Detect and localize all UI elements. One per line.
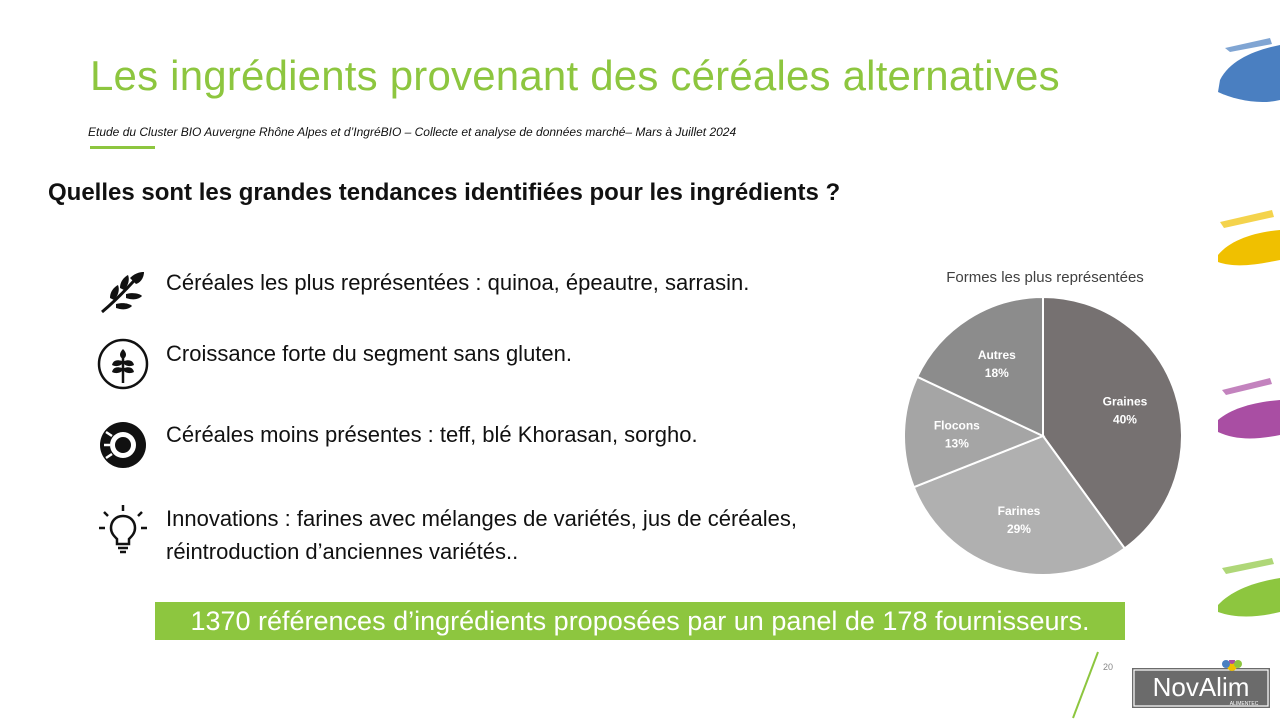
slide-title: Les ingrédients provenant des céréales a… [90,52,1060,99]
green-brush-stroke [1218,558,1280,617]
purple-brush-stroke [1218,378,1280,439]
bullet-text: Croissance forte du segment sans gluten. [166,341,573,366]
footer-divider-line [1072,651,1099,719]
lightbulb-icon [99,505,147,554]
bullet-item: Innovations : farines avec mélanges de v… [96,502,816,568]
pie-slice-graines [1042,295,1183,550]
title-underline [90,146,155,149]
pie-chart: Formes les plus représentées Graines 40% F… [903,269,1183,576]
bullet-text: Céréales moins présentes : teff, blé Kho… [166,422,698,447]
pie-slice-label: Graines [1103,394,1148,408]
bullet-item: Croissance forte du segment sans gluten. [96,337,572,391]
svg-text:NovAlim: NovAlim [1153,672,1250,702]
bullet-text: Céréales les plus représentées : quinoa,… [166,270,750,295]
pie-labels: Graines 40% Farines 29% Flocons 13% Autres 18% [934,348,1148,536]
pie-slice-farines [912,434,1127,576]
pie-slice-label: Flocons [934,418,980,432]
blue-brush-stroke [1218,38,1280,103]
page-number: 20 [1103,662,1114,672]
gluten-free-icon [97,338,149,390]
pie-slice-value: 18% [985,366,1009,380]
wheat-branch-icon [101,272,144,314]
pie-slice-value: 40% [1113,412,1137,426]
pie-slice-label: Autres [978,348,1016,362]
svg-text:ALIMENTEC: ALIMENTEC [1230,701,1259,707]
pie-slice-flocons [903,375,1046,489]
grain-circle-icon [100,422,146,468]
bullet-text: Innovations : farines avec mélanges de v… [166,506,798,564]
pie-slice-value: 29% [1007,522,1031,536]
pie-slice-value: 13% [945,436,969,450]
yellow-brush-stroke [1218,210,1280,266]
bullet-item: Céréales moins présentes : teff, blé Kho… [96,418,698,472]
pie-slice-autres [915,295,1044,438]
pie-slices [903,295,1183,576]
highlight-banner: 1370 références d’ingrédients proposées … [155,602,1125,640]
novalim-logo: NovAlim ALIMENTEC [1132,658,1270,712]
slide-subtitle: Etude du Cluster BIO Auvergne Rhône Alpe… [88,125,737,139]
pie-slice-label: Farines [998,504,1041,518]
bullet-item: Céréales les plus représentées : quinoa,… [96,266,749,320]
section-question: Quelles sont les grandes tendances ident… [48,179,841,206]
decorative-brush-strokes [1200,0,1280,625]
chart-title: Formes les plus représentées [946,269,1144,286]
